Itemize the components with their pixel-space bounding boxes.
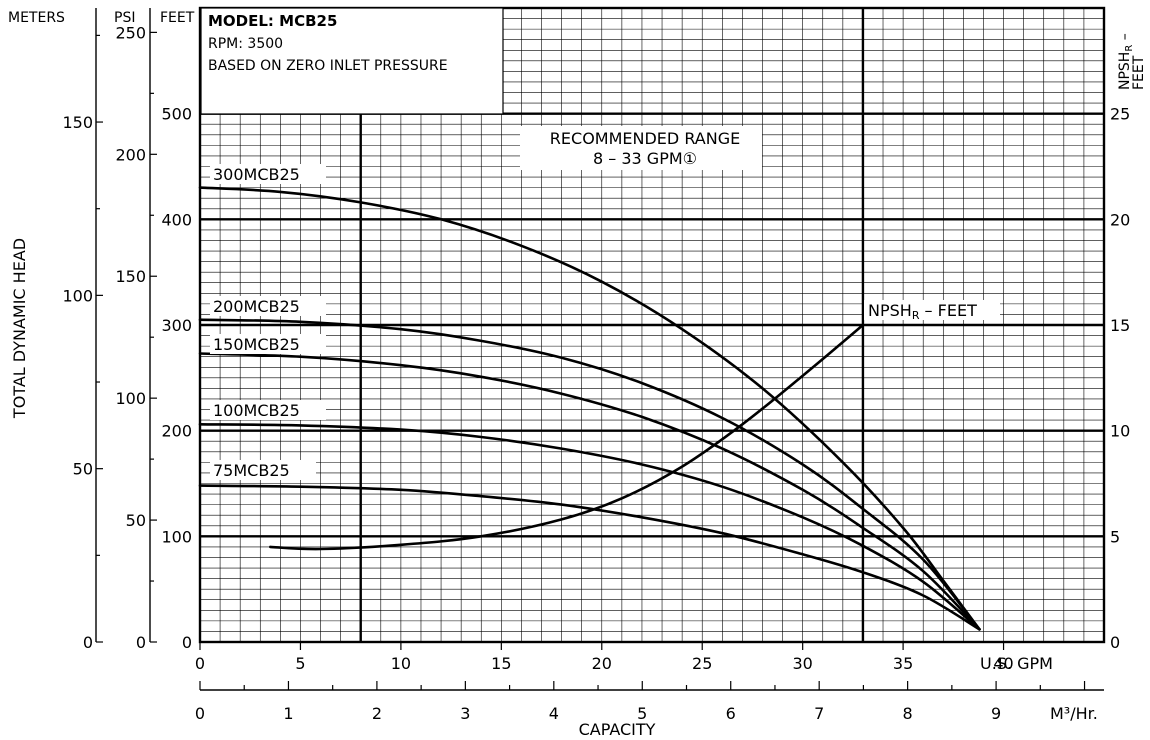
gpm-tick-label: 35 (893, 654, 913, 673)
npsh-header-main: NPSH (1117, 52, 1133, 90)
y-axis-title: TOTAL DYNAMIC HEAD (10, 238, 29, 419)
info-box (200, 7, 504, 115)
plot-frame (198, 6, 1106, 644)
meters-header: METERS (8, 10, 65, 26)
m3hr-tick-label: 3 (460, 704, 470, 723)
m3hr-tick-label: 7 (814, 704, 824, 723)
m3hr-tick-label: 0 (195, 704, 205, 723)
psi-tick-label: 150 (115, 267, 146, 286)
gpm-tick-label: 0 (195, 654, 205, 673)
m3hr-tick-label: 1 (283, 704, 293, 723)
gpm-tick-label: 30 (792, 654, 812, 673)
label-npsh-sub: R (912, 309, 920, 322)
npsh-tick-label: 5 (1110, 527, 1120, 546)
svg-text:NPSHR –: NPSHR – (1117, 33, 1135, 90)
label-300MCB25: 300MCB25 (213, 165, 300, 184)
recommended-range-label: RECOMMENDED RANGE 8 – 33 GPM① (520, 126, 762, 170)
m3hr-tick-label: 8 (903, 704, 913, 723)
m3hr-tick-label: 2 (372, 704, 382, 723)
meters-tick-label: 150 (62, 113, 93, 132)
psi-tick-label: 250 (115, 23, 146, 42)
footnote-marker: ① (683, 149, 697, 168)
svg-text:8 – 33 GPM①: 8 – 33 GPM① (593, 149, 697, 168)
feet-tick-label: 300 (161, 316, 192, 335)
label-100MCB25: 100MCB25 (213, 401, 300, 420)
curve-npshr-feet (269, 323, 865, 551)
gpm-tick-label: 25 (692, 654, 712, 673)
npsh-axis-header: NPSHR – FEET (1117, 33, 1147, 90)
curves-layer (198, 186, 981, 631)
curve-150mcb25 (198, 352, 981, 631)
feet-tick-label: 400 (161, 210, 192, 229)
model-label: MODEL: MCB25 (208, 12, 337, 30)
npsh-header-sub: R (1124, 45, 1135, 52)
x-axis-title: CAPACITY (579, 720, 656, 739)
psi-header: PSI (114, 10, 135, 26)
psi-tick-label: 50 (126, 511, 146, 530)
label-150MCB25: 150MCB25 (213, 335, 300, 354)
npsh-tick-label: 10 (1110, 422, 1130, 441)
label-75MCB25: 75MCB25 (213, 461, 290, 480)
axes-layer: 0100200300400500050100150200250050100150… (62, 8, 1130, 723)
m3hr-tick-label: 5 (637, 704, 647, 723)
curve-75mcb25 (198, 484, 981, 631)
psi-tick-label: 100 (115, 389, 146, 408)
recommended-range-line1: RECOMMENDED RANGE (550, 129, 740, 148)
label-npsh-main: NPSH (868, 301, 912, 320)
psi-tick-label: 0 (136, 633, 146, 652)
label-npsh-rest: – FEET (919, 301, 977, 320)
recommended-range-line2: 8 – 33 GPM (593, 149, 683, 168)
basis-label: BASED ON ZERO INLET PRESSURE (208, 58, 448, 74)
curve-100mcb25 (198, 423, 981, 631)
npsh-tick-label: 0 (1110, 633, 1120, 652)
m3hr-tick-label: 9 (991, 704, 1001, 723)
feet-header: FEET (160, 10, 195, 26)
m3hr-unit-label: M³/Hr. (1050, 704, 1098, 723)
npsh-tick-label: 25 (1110, 105, 1130, 124)
gpm-tick-label: 40 (993, 654, 1013, 673)
curve-labels: 300MCB25 200MCB25 150MCB25 100MCB25 75MC… (210, 164, 1000, 480)
npsh-tick-label: 20 (1110, 210, 1130, 229)
gpm-unit-label: U.S. GPM (980, 654, 1053, 673)
feet-tick-label: 0 (182, 633, 192, 652)
meters-tick-label: 50 (73, 460, 93, 479)
feet-tick-label: 200 (161, 422, 192, 441)
curve-300mcb25 (198, 186, 981, 631)
m3hr-tick-label: 4 (549, 704, 559, 723)
feet-tick-label: 100 (161, 527, 192, 546)
npsh-header-feet: FEET (1131, 55, 1147, 90)
feet-tick-label: 500 (161, 105, 192, 124)
psi-tick-label: 200 (115, 145, 146, 164)
label-200MCB25: 200MCB25 (213, 297, 300, 316)
npsh-header-dash: – (1117, 33, 1133, 44)
curve-200mcb25 (198, 318, 981, 631)
m3hr-tick-label: 6 (726, 704, 736, 723)
rpm-label: RPM: 3500 (208, 36, 283, 52)
gpm-tick-label: 15 (491, 654, 511, 673)
gpm-tick-label: 5 (295, 654, 305, 673)
meters-tick-label: 100 (62, 286, 93, 305)
meters-tick-label: 0 (83, 633, 93, 652)
gpm-tick-label: 20 (592, 654, 612, 673)
svg-text:NPSHR – FEET: NPSHR – FEET (868, 301, 977, 322)
npsh-tick-label: 15 (1110, 316, 1130, 335)
gpm-tick-label: 10 (391, 654, 411, 673)
